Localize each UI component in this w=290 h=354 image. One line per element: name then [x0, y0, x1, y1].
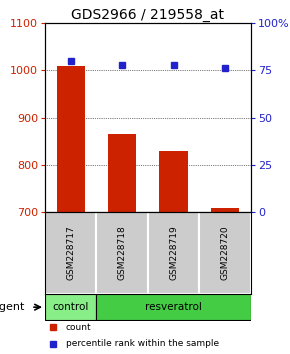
Text: GSM228717: GSM228717: [66, 225, 75, 280]
Text: agent: agent: [0, 302, 25, 312]
Text: GSM228719: GSM228719: [169, 225, 178, 280]
Bar: [160, 151, 188, 212]
Bar: [108, 134, 136, 212]
Text: GSM228718: GSM228718: [118, 225, 127, 280]
FancyBboxPatch shape: [96, 294, 251, 320]
FancyBboxPatch shape: [45, 294, 96, 320]
FancyBboxPatch shape: [96, 212, 148, 293]
Text: GSM228720: GSM228720: [221, 226, 230, 280]
Bar: [211, 208, 239, 212]
Text: percentile rank within the sample: percentile rank within the sample: [66, 339, 219, 348]
Text: control: control: [52, 302, 89, 312]
FancyBboxPatch shape: [45, 212, 96, 293]
Title: GDS2966 / 219558_at: GDS2966 / 219558_at: [71, 8, 224, 22]
Text: resveratrol: resveratrol: [145, 302, 202, 312]
Text: count: count: [66, 323, 91, 332]
FancyBboxPatch shape: [148, 212, 200, 293]
FancyBboxPatch shape: [200, 212, 251, 293]
Bar: [57, 65, 85, 212]
